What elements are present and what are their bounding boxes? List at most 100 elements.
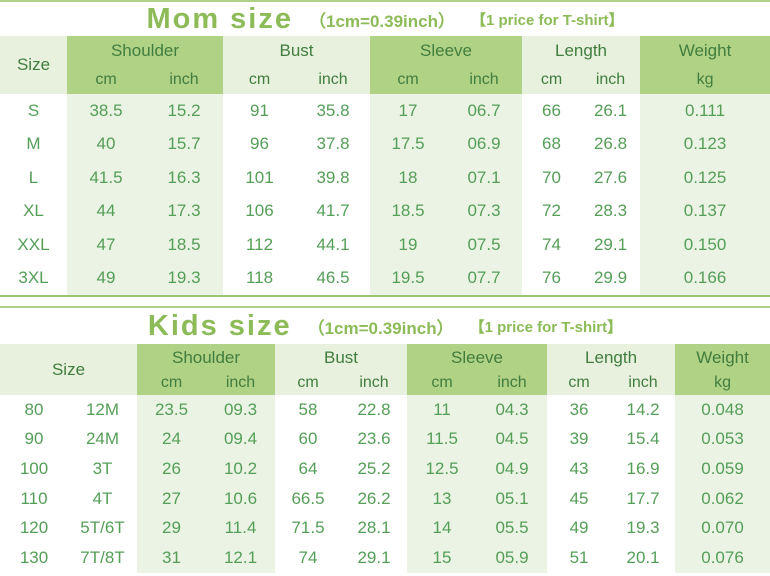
cell: 12.1 [206,542,276,573]
cell: 112 [223,228,296,262]
cell: 19 [370,228,446,262]
table-row: L 41.5 16.3 101 39.8 18 07.1 70 27.6 0.125 [0,161,770,195]
cell: 76 [522,261,582,295]
mom-conversion-note: （1cm=0.39inch） [309,11,455,31]
unit-header-bust-inch: inch [341,371,408,395]
cell: 26.1 [581,94,641,128]
unit-header-shoulder-cm: cm [67,66,145,94]
cell: 0.048 [675,395,770,425]
kids-price-note: 【1 price for T-shirt】 [469,318,623,336]
cell: 18.5 [145,228,223,262]
cell: 5T/6T [68,513,138,543]
table-row: S 38.5 15.2 91 35.8 17 06.7 66 26.1 0.111 [0,94,770,128]
cell: 0.059 [675,454,770,484]
cell: 17 [370,94,446,128]
cell: 04.3 [477,395,548,425]
cell: 100 [0,454,68,484]
kids-title-band: Kids size （1cm=0.39inch） 【1 price for T-… [0,308,770,344]
cell: 07.5 [446,228,523,262]
unit-header-bust-inch: inch [296,66,370,94]
cell: 17.7 [611,483,676,514]
cell: 66 [522,94,582,128]
cell: 05.5 [477,513,548,543]
group-header-row: Size Shoulder Bust Sleeve Length Weight [0,344,770,395]
column-header-bust: Bust [275,344,408,371]
unit-header-row: cm inch cm inch cm inch cm inch kg [0,371,770,395]
cell: 19.3 [145,261,223,295]
cell: 27.6 [581,161,641,195]
cell: 24 [137,424,207,455]
cell: 24M [68,424,138,455]
unit-header-sleeve-cm: cm [407,371,478,395]
cell: 10.6 [206,483,276,514]
cell: 15.7 [145,127,223,161]
cell: 35.8 [296,94,370,128]
cell: 25.2 [341,454,408,484]
cell: 37.8 [296,127,370,161]
unit-header-length-cm: cm [547,371,612,395]
unit-header-length-inch: inch [611,371,676,395]
cell: 7T/8T [68,542,138,573]
mom-size-section: Mom size （1cm=0.39inch） 【1 price for T-s… [0,0,770,297]
cell: 90 [0,424,68,455]
unit-header-sleeve-inch: inch [477,371,548,395]
cell: 49 [67,261,145,295]
cell: 22.8 [341,395,408,425]
cell: 40 [67,127,145,161]
cell: 05.1 [477,483,548,514]
section-divider [0,297,770,306]
cell: 11 [407,395,478,425]
cell: 19.3 [611,513,676,543]
cell: 09.3 [206,395,276,425]
cell: 41.7 [296,194,370,228]
kids-conversion-note: （1cm=0.39inch） [307,318,454,338]
cell: 91 [223,94,296,128]
unit-header-weight-kg: kg [640,66,770,94]
cell: 74 [522,228,582,262]
cell: 71.5 [275,513,342,543]
unit-header-shoulder-inch: inch [206,371,276,395]
cell: 130 [0,542,68,573]
cell: 06.7 [446,94,523,128]
mom-price-note: 【1 price for T-shirt】 [471,11,624,29]
cell: 0.166 [640,261,770,295]
cell: 118 [223,261,296,295]
cell: 0.070 [675,513,770,543]
unit-header-shoulder-cm: cm [137,371,207,395]
cell: 23.5 [137,395,207,425]
cell: 39 [547,424,612,455]
table-row: 90 24M 24 09.4 60 23.6 11.5 04.5 39 15.4 0.053 [0,424,770,455]
column-header-bust: Bust [223,36,370,66]
column-header-size: Size [0,344,138,395]
cell: 101 [223,161,296,195]
cell: 0.076 [675,542,770,573]
cell: 38.5 [67,94,145,128]
unit-header-weight-kg: kg [675,371,770,395]
table-row: 120 5T/6T 29 11.4 71.5 28.1 14 05.5 49 19.3 0.070 [0,513,770,543]
table-row: M 40 15.7 96 37.8 17.5 06.9 68 26.8 0.123 [0,127,770,161]
cell: M [0,127,67,161]
cell: 58 [275,395,342,425]
cell: 96 [223,127,296,161]
column-header-shoulder: Shoulder [67,36,223,66]
cell: 04.9 [477,454,548,484]
cell: 68 [522,127,582,161]
cell: 12M [68,395,138,425]
cell: 0.111 [640,94,770,128]
cell: 0.137 [640,194,770,228]
cell: 3XL [0,261,67,295]
mom-title-band: Mom size （1cm=0.39inch） 【1 price for T-s… [0,2,770,36]
cell: 29.9 [581,261,641,295]
cell: 11.5 [407,424,478,455]
unit-header-length-inch: inch [581,66,641,94]
cell: 66.5 [275,483,342,514]
cell: 07.7 [446,261,523,295]
mom-size-table: Size Shoulder Bust Sleeve Length Weight … [0,36,770,295]
cell: 0.125 [640,161,770,195]
cell: 15.4 [611,424,676,455]
cell: 60 [275,424,342,455]
cell: 07.3 [446,194,523,228]
cell: XXL [0,228,67,262]
cell: 41.5 [67,161,145,195]
column-header-shoulder: Shoulder [137,344,276,371]
